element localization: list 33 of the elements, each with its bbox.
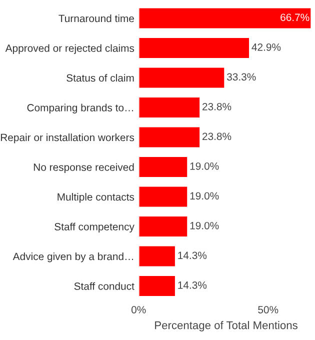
bar (138, 66, 226, 90)
y-tick-label: Approved or rejected claims (5, 44, 134, 54)
y-tick-label: Advice given by a brand… (12, 252, 134, 262)
data-label: 14.3% (178, 252, 207, 260)
y-tick-label: Comparing brands to… (27, 104, 134, 114)
y-tick-label: Staff conduct (74, 282, 134, 290)
x-tick-label: 0% (131, 306, 146, 314)
x-axis-title: Percentage of Total Mentions (155, 321, 298, 332)
y-tick-label: Staff competency (54, 222, 134, 232)
bar (138, 274, 176, 298)
data-label: 23.8% (202, 132, 232, 140)
data-label: 23.8% (202, 102, 232, 110)
bar (138, 6, 312, 30)
y-tick-label: No response received (34, 163, 134, 173)
bar (138, 36, 250, 60)
bar (138, 185, 189, 208)
bar (138, 96, 201, 119)
data-label: 19.0% (190, 192, 219, 200)
data-label: 66.7% (280, 14, 310, 22)
y-tick-label: Repair or installation workers (0, 134, 134, 144)
data-label: 42.9% (252, 43, 281, 51)
bar (138, 244, 176, 268)
x-tick-label: 50% (258, 306, 278, 314)
data-label: 14.3% (178, 281, 207, 289)
y-tick-label: Status of claim (66, 74, 134, 82)
bar (138, 156, 189, 178)
data-label: 19.0% (190, 222, 219, 230)
data-label: 33.3% (226, 73, 256, 81)
y-tick-label: Multiple contacts (58, 193, 134, 203)
data-label: 19.0% (190, 162, 219, 170)
y-tick-label: Turnaround time (58, 14, 134, 22)
bar (138, 215, 189, 238)
bar (138, 126, 201, 149)
